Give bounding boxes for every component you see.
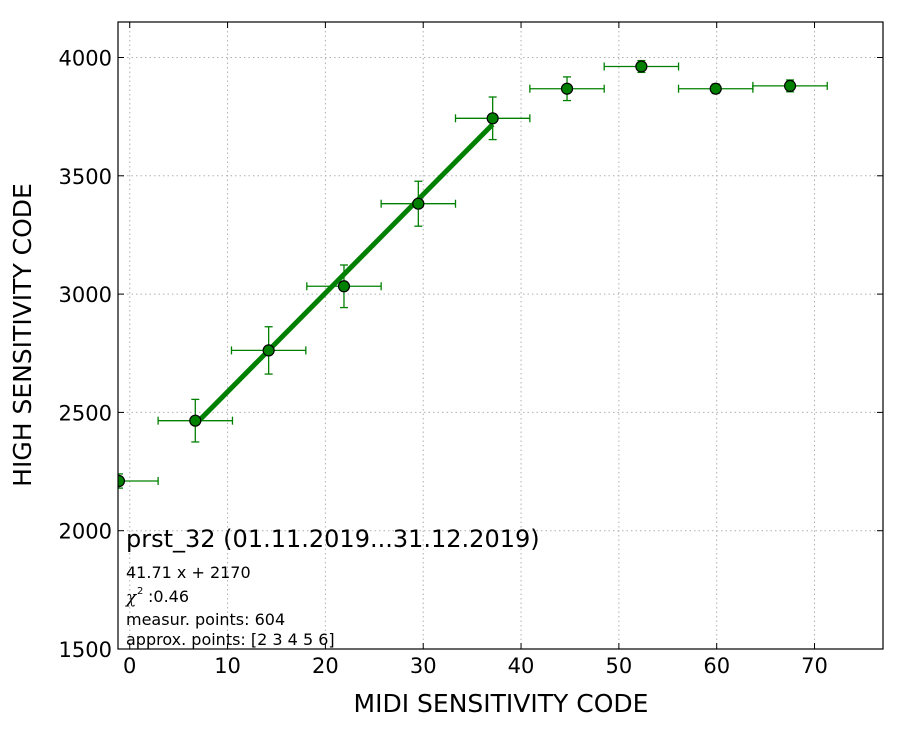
annotation-approx-points: approx. points: [2 3 4 5 6] (126, 630, 335, 649)
data-point (118, 474, 126, 488)
data-point (560, 82, 574, 95)
annotation-chi-power: 2 (137, 586, 143, 597)
points-layer (118, 59, 828, 489)
x-tick-label: 0 (123, 654, 136, 678)
plot-frame (117, 21, 884, 650)
x-tick-label: 70 (801, 654, 828, 678)
y-tick-label: 2500 (59, 401, 112, 425)
data-point (783, 79, 797, 92)
y-tick-label: 4000 (59, 46, 112, 70)
data-point (635, 60, 648, 73)
x-axis-title: MIDI SENSITIVITY CODE (354, 689, 649, 718)
x-tick-label: 50 (606, 654, 633, 678)
y-tick-label: 3500 (59, 165, 112, 189)
data-point (189, 414, 202, 427)
y-tick-label: 3000 (59, 283, 112, 307)
y-tick-label: 1500 (59, 638, 112, 662)
data-point (486, 112, 499, 125)
data-point (337, 280, 351, 293)
x-tick-label: 10 (214, 654, 241, 678)
annotation-fit-equation: 41.71 x + 2170 (126, 563, 251, 582)
data-point (262, 344, 275, 357)
y-tick-label: 2000 (59, 520, 112, 544)
annotation-chi-value: :0.46 (148, 587, 189, 606)
x-tick-label: 60 (703, 654, 730, 678)
x-tick-label: 40 (508, 654, 535, 678)
data-point (709, 82, 722, 95)
x-tick-label: 30 (410, 654, 437, 678)
x-tick-label: 20 (312, 654, 339, 678)
y-axis-title: HIGH SENSITIVITY CODE (8, 183, 37, 487)
ticks: 0 10 20 30 40 50 60 70 1500 2000 2500 3000 3500 4000 (59, 22, 883, 678)
annotation-chi-symbol: χ (125, 588, 138, 608)
annotation-measured-points: measur. points: 604 (126, 610, 285, 629)
annotation-heading: prst_32 (01.11.2019...31.12.2019) (126, 525, 540, 553)
data-point (412, 197, 425, 210)
